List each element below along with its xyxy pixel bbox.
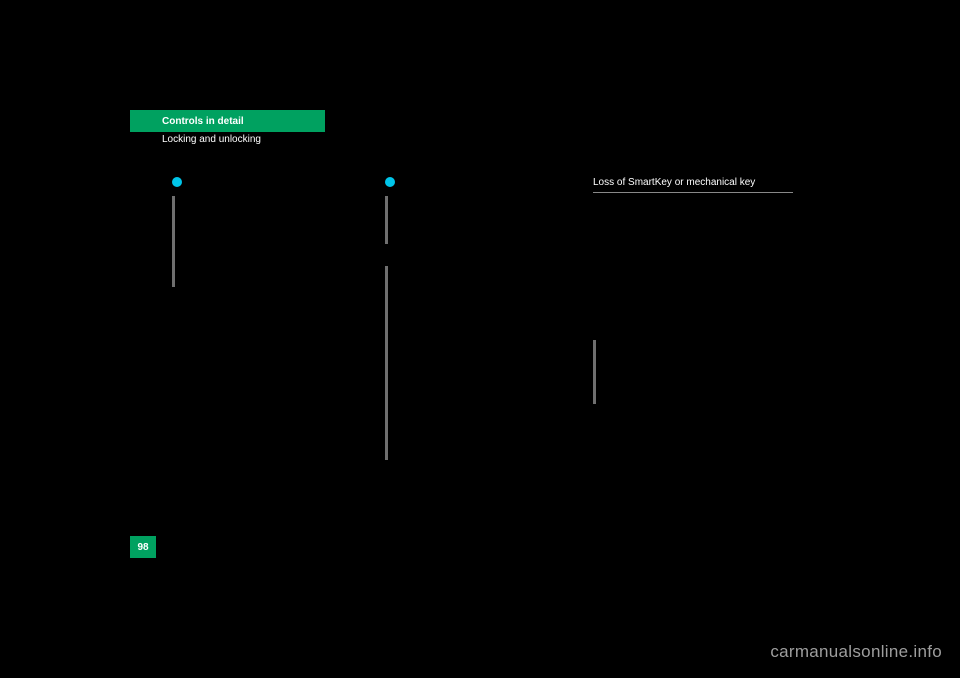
- paragraph: If necessary have the mechanical lock re…: [593, 317, 793, 329]
- info-line: All turn signal lamps flash three times …: [185, 196, 372, 232]
- info-line: To avoid having the mechanical lock repl…: [606, 340, 793, 389]
- page-number-value: 98: [137, 542, 148, 553]
- bullet-text: Press transmit button ‹ or ›.: [403, 176, 585, 188]
- page-number: 98: [130, 536, 156, 558]
- section-tab-label: Controls in detail: [162, 116, 244, 127]
- info-block: To avoid having the mechanical lock repl…: [593, 340, 793, 404]
- paragraph: Report the loss of the SmartKey or the m…: [593, 271, 793, 307]
- bullet-icon: [385, 177, 395, 187]
- info-line: Replace the batteries (→ page 371).: [398, 309, 585, 321]
- section-subhead: Locking and unlocking: [162, 134, 261, 145]
- column-1: Press transmit button ‹ or ‹ on the Smar…: [172, 176, 372, 336]
- column-title: Loss of SmartKey or mechanical key: [593, 176, 793, 193]
- bullet-text: Press transmit button ‹ or ‹ on the Smar…: [190, 176, 372, 188]
- info-block-2: If the battery check lamp no longer illu…: [385, 266, 585, 460]
- info-line: The battery check lamp comes on briefly …: [398, 196, 585, 220]
- manual-page: Controls in detail Locking and unlocking…: [0, 0, 960, 678]
- column-3: Loss of SmartKey or mechanical key If yo…: [593, 176, 793, 404]
- bullet-icon: [172, 177, 182, 187]
- info-block: The battery check lamp comes on briefly …: [385, 196, 585, 244]
- instruction-bullet: Press transmit button ‹ or ›.: [385, 176, 585, 188]
- watermark: carmanualsonline.info: [770, 642, 942, 662]
- note-block: i The SmartKey with KEYLESS-GO* must be …: [172, 299, 372, 335]
- info-line: The vehicle will lock again automaticall…: [185, 239, 372, 288]
- section-tab: Controls in detail: [130, 110, 325, 132]
- info-line: If the battery check lamp no longer illu…: [398, 266, 585, 302]
- info-line: You can obtain the required batteries at…: [398, 327, 585, 351]
- info-block: All turn signal lamps flash three times …: [172, 196, 372, 287]
- paragraph: If you lose your SmartKey or mechanical …: [593, 203, 793, 227]
- info-line: If the batteries are checked within the …: [398, 357, 585, 406]
- paragraph: Have the SmartKey deactivated by an auth…: [593, 237, 793, 261]
- instruction-bullet: Press transmit button ‹ or ‹ on the Smar…: [172, 176, 372, 188]
- info-line: The SmartKey will still function, even w…: [398, 412, 585, 461]
- column-2: Press transmit button ‹ or ›. The batter…: [385, 176, 585, 466]
